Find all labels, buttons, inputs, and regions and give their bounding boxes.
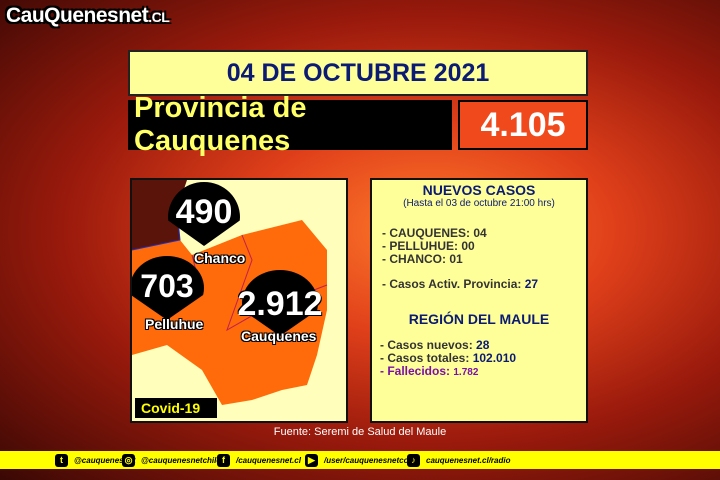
source-note: Fuente: Seremi de Salud del Maule [273, 426, 447, 438]
province-label: Provincia de Cauquenes [128, 92, 452, 157]
province-total: 4.105 [458, 100, 588, 150]
new-cases-row: - CHANCO: 01 [382, 253, 576, 266]
row-label: - CHANCO: [382, 252, 450, 266]
row-value: 1.782 [453, 367, 479, 378]
row-value: 27 [524, 277, 539, 291]
region-title: REGIÓN DEL MAULE [408, 311, 550, 327]
footer-twitter[interactable]: t @cauquenesnet [55, 453, 136, 467]
label-chanco: Chanco [194, 250, 246, 266]
logo: CauQuenesnet.CL [6, 4, 170, 28]
row-value: 102.010 [472, 351, 517, 365]
row-label: - CAUQUENES: [382, 226, 474, 240]
logo-cl: .CL [148, 9, 170, 25]
footer-facebook[interactable]: f/cauquenesnet.cl [217, 453, 301, 467]
pin-cauquenes: 2.912 [237, 285, 323, 323]
facebook-icon: f [217, 453, 230, 467]
footer-instagram[interactable]: ◎ @cauquenesnetchile [122, 453, 221, 467]
region-row: - Casos nuevos: 28 [380, 339, 576, 352]
info-panel: NUEVOS CASOS (Hasta el 03 de octubre 21:… [370, 178, 588, 423]
row-label: - Casos totales: [380, 351, 473, 365]
logo-net: net [118, 4, 149, 27]
date-banner: 04 DE OCTUBRE 2021 [128, 50, 588, 96]
footer-text: @cauquenesnetchile [141, 455, 221, 465]
region-row: - Casos totales: 102.010 [380, 352, 576, 365]
province-map: 490 Chanco 703 Pelluhue 2.912 Cauquenes … [130, 178, 348, 423]
row-label: - Casos Activ. Provincia: [382, 277, 525, 291]
footer-text: /cauquenesnet.cl [236, 455, 301, 465]
new-cases-row: - CAUQUENES: 04 [382, 227, 576, 240]
youtube-icon: ▶ [305, 453, 318, 467]
footer-text: /user/cauquenesnetcom [324, 455, 416, 465]
row-label: - PELLUHUE: [382, 239, 462, 253]
twitter-icon: t [55, 453, 68, 467]
active-cases-row: - Casos Activ. Provincia: 27 [382, 278, 576, 291]
row-value: 01 [449, 252, 463, 266]
radio-icon: ♪ [407, 453, 420, 467]
footer-youtube[interactable]: ▶ /user/cauquenesnetcom [305, 453, 416, 467]
row-label: - Fallecidos: [380, 364, 454, 378]
new-cases-row: - PELLUHUE: 00 [382, 240, 576, 253]
label-cauquenes: Cauquenes [241, 328, 317, 344]
footer-text: @cauquenesnet [74, 455, 136, 465]
row-value: 04 [473, 226, 487, 240]
region-row: - Fallecidos: 1.782 [380, 365, 576, 379]
logo-text: CauQuenes [6, 4, 119, 27]
instagram-icon: ◎ [122, 453, 135, 467]
new-cases-title: NUEVOS CASOS [422, 182, 536, 198]
row-value: 28 [476, 338, 490, 352]
covid-badge: Covid-19 [135, 398, 217, 418]
row-label: - Casos nuevos: [380, 338, 477, 352]
footer-radio[interactable]: ♪ cauquenesnet.cl/radio [407, 453, 511, 467]
row-value: 00 [461, 239, 475, 253]
footer-text: cauquenesnet.cl/radio [426, 455, 511, 465]
social-footer: t @cauquenesnet ◎ @cauquenesnetchile f/cau… [0, 451, 720, 469]
label-pelluhue: Pelluhue [145, 316, 204, 332]
new-cases-subtitle: (Hasta el 03 de octubre 21:00 hrs) [403, 198, 555, 209]
